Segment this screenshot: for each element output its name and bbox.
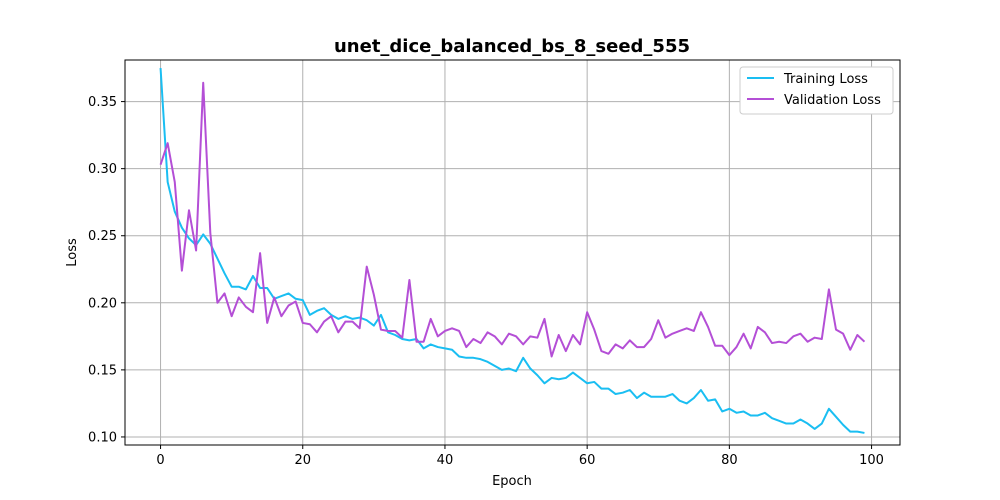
x-tick-label: 60 [579,453,596,468]
plot-frame [124,59,901,446]
series-line-training-loss [159,67,865,434]
y-tick-label: 0.20 [88,296,117,311]
y-tick-label: 0.25 [88,229,117,244]
series-line-validation-loss [159,81,866,358]
x-tick-label: 20 [294,453,311,468]
legend-box [739,66,894,115]
x-axis-label: Epoch [492,474,532,489]
y-axis-ticks: 0.10 0.15 0.20 0.25 0.30 0.35 [88,95,125,445]
x-axis-ticks: 0 20 40 60 80 100 [156,445,884,468]
legend: Training Loss Validation Loss [739,66,894,115]
x-tick-label: 0 [156,453,164,468]
y-tick-label: 0.30 [88,162,117,177]
x-tick-label: 40 [437,453,454,468]
x-tick-label: 80 [721,453,738,468]
y-tick-label: 0.35 [88,95,117,110]
y-tick-label: 0.10 [88,430,117,445]
y-axis-label: Loss [65,238,80,267]
series-lines [159,67,866,434]
legend-label-validation-loss: Validation Loss [784,93,881,108]
y-tick-label: 0.15 [88,363,117,378]
legend-label-training-loss: Training Loss [783,72,868,87]
chart-title: unet_dice_balanced_bs_8_seed_555 [334,36,690,57]
x-tick-label: 100 [859,453,884,468]
